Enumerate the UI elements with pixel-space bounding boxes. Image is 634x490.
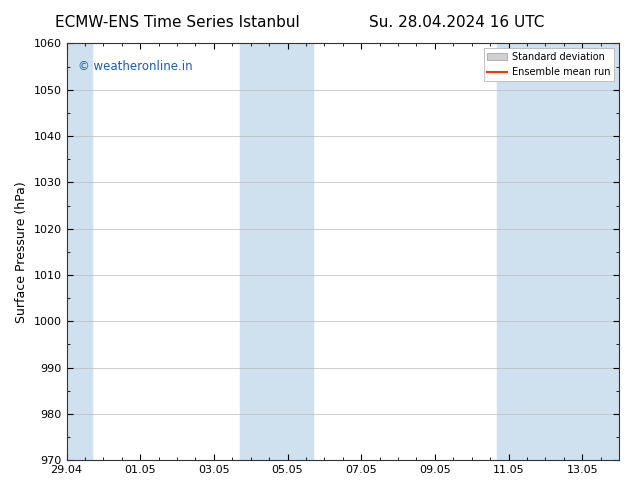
Legend: Standard deviation, Ensemble mean run: Standard deviation, Ensemble mean run [484, 49, 614, 81]
Y-axis label: Surface Pressure (hPa): Surface Pressure (hPa) [15, 181, 28, 323]
Bar [67, 44, 93, 460]
Text: ECMW-ENS Time Series Istanbul: ECMW-ENS Time Series Istanbul [55, 15, 300, 30]
Bar [498, 44, 619, 460]
Text: Su. 28.04.2024 16 UTC: Su. 28.04.2024 16 UTC [369, 15, 544, 30]
Bar [240, 44, 313, 460]
Text: © weatheronline.in: © weatheronline.in [77, 60, 192, 73]
